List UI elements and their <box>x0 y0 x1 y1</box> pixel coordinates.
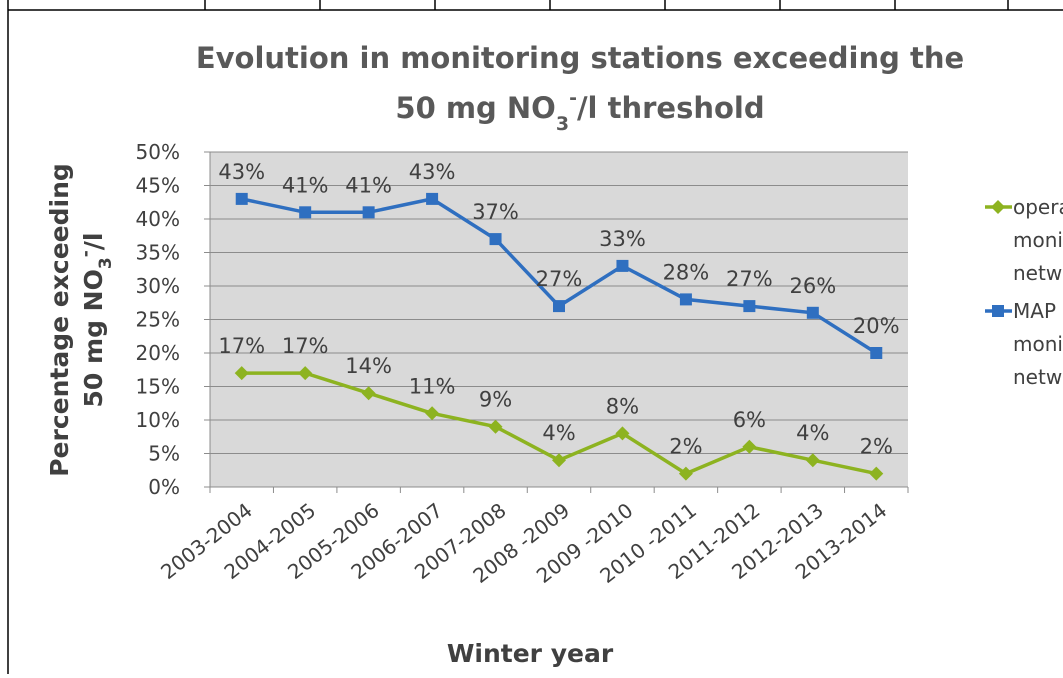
y-title-part: 50 mg NO <box>79 269 108 407</box>
y-axis-title: Percentage exceeding 50 mg NO3-/l <box>45 163 116 477</box>
data-label: 20% <box>853 314 900 338</box>
marker <box>870 347 883 359</box>
data-label: 6% <box>733 408 766 432</box>
y-tick-label: 50% <box>136 140 180 164</box>
marker <box>426 192 439 205</box>
marker <box>298 366 313 381</box>
marker <box>742 439 757 454</box>
data-label: 2% <box>860 435 893 459</box>
y-tick-label: 30% <box>136 274 180 298</box>
data-label: 41% <box>345 173 392 197</box>
legend-line-text: netwo <box>1013 365 1063 389</box>
chart-title: Evolution in monitoring stations exceedi… <box>196 41 964 75</box>
marker <box>678 466 693 481</box>
marker <box>679 293 692 306</box>
marker <box>806 306 819 319</box>
y-title-sub: 3 <box>96 257 116 269</box>
marker <box>425 406 440 421</box>
marker <box>616 259 629 272</box>
data-label: 17% <box>282 334 329 358</box>
legend-line-text: netwo <box>1013 261 1063 285</box>
document-table-border <box>7 0 1063 674</box>
data-label: 26% <box>789 274 836 298</box>
data-label: 27% <box>726 267 773 291</box>
y-axis-title-line: 50 mg NO3-/l <box>76 233 116 408</box>
data-label: 9% <box>479 388 512 412</box>
data-label: 2% <box>669 435 702 459</box>
data-label: 43% <box>218 160 265 184</box>
title-sup: - <box>569 87 577 109</box>
marker <box>234 366 249 381</box>
marker <box>553 300 565 313</box>
chart-title: 50 mg NO3-/l threshold <box>395 87 764 135</box>
title-sub: 3 <box>556 113 569 135</box>
title-part: 50 mg NO <box>395 91 555 125</box>
marker <box>488 419 503 434</box>
data-label: 4% <box>796 421 829 445</box>
marker <box>362 206 375 219</box>
y-tick-label: 40% <box>136 207 180 231</box>
marker <box>489 233 502 246</box>
marker <box>552 453 566 468</box>
data-label: 17% <box>218 334 265 358</box>
marker <box>992 305 1004 317</box>
marker <box>615 426 630 441</box>
marker <box>361 386 376 401</box>
y-title-part: /l <box>79 233 108 251</box>
legend-label: operat monito netwo <box>1013 195 1063 285</box>
legend-line-text: monito <box>1013 228 1063 252</box>
data-label: 41% <box>282 173 329 197</box>
data-label: 11% <box>409 374 456 398</box>
y-title-sup: - <box>76 250 96 257</box>
marker <box>235 192 248 205</box>
title-part: /l threshold <box>577 91 765 125</box>
data-label: 8% <box>606 394 639 418</box>
y-tick-label: 15% <box>136 375 180 399</box>
y-tick-label: 10% <box>136 408 180 432</box>
y-tick-label: 45% <box>136 174 180 198</box>
marker <box>991 200 1005 214</box>
legend-line-text: MAP <box>1013 299 1056 323</box>
y-axis-title-line: Percentage exceeding <box>45 163 74 477</box>
marker <box>805 453 820 468</box>
marker <box>743 300 756 313</box>
legend-line-text: operat <box>1013 195 1063 219</box>
y-tick-label: 5% <box>148 442 180 466</box>
data-label: 4% <box>542 421 575 445</box>
marker <box>869 466 884 481</box>
legend-line-text: monito <box>1013 332 1063 356</box>
data-label: 33% <box>599 227 646 251</box>
x-axis-title: Winter year <box>447 639 614 668</box>
data-label: 43% <box>409 160 456 184</box>
y-tick-label: 25% <box>136 308 180 332</box>
legend-label: MAP monito netwo <box>1013 299 1063 389</box>
data-label: 27% <box>536 267 583 291</box>
data-label: 28% <box>663 260 710 284</box>
marker <box>299 206 312 219</box>
data-label: 37% <box>472 200 519 224</box>
y-tick-label: 35% <box>136 241 180 265</box>
y-tick-label: 20% <box>136 341 180 365</box>
data-label: 14% <box>345 354 392 378</box>
y-tick-label: 0% <box>148 475 180 499</box>
